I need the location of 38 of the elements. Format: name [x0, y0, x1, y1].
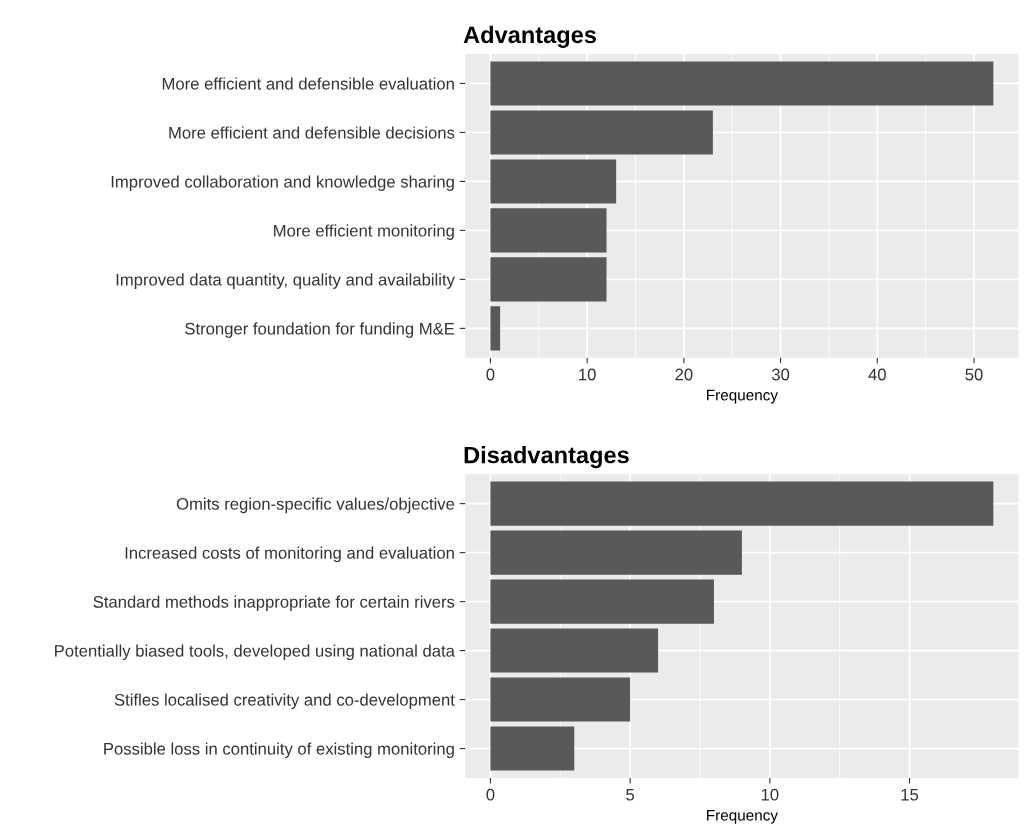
- chart-title: Disadvantages: [464, 446, 629, 469]
- y-tick-label: Improved collaboration and knowledge sharing: [111, 175, 454, 191]
- bar: [490, 726, 575, 771]
- bar: [490, 306, 501, 351]
- x-tick-label: 40: [868, 368, 886, 381]
- y-tick-label: More efficient monitoring: [274, 224, 454, 240]
- x-axis-title: Frequency: [707, 389, 778, 404]
- x-tick-label: 50: [965, 368, 983, 381]
- y-tick-label: Potentially biased tools, developed using national data: [55, 644, 455, 661]
- y-tick-label: Standard methods inappropriate for certain rivers: [93, 595, 455, 612]
- y-tick-label: Omits region-specific values/objective: [176, 497, 455, 514]
- bar: [490, 579, 714, 624]
- x-tick-label: 10: [579, 368, 596, 381]
- x-tick-label: 30: [771, 368, 790, 381]
- bar: [490, 677, 631, 722]
- x-tick-label: 15: [901, 788, 919, 801]
- bar: [490, 110, 713, 155]
- y-tick-label: Stifles localised creativity and co-development: [114, 693, 455, 710]
- bar: [490, 530, 742, 575]
- x-tick-label: 0: [486, 368, 495, 381]
- y-tick-label: Improved data quantity, quality and availability: [116, 273, 455, 289]
- x-axis-title: Frequency: [707, 809, 778, 824]
- x-tick-label: 10: [761, 788, 779, 801]
- bar: [490, 481, 994, 526]
- x-tick-label: 5: [626, 788, 635, 801]
- bar: [490, 61, 994, 106]
- y-tick-label: Increased costs of monitoring and evaluation: [125, 546, 454, 563]
- x-tick-label: 0: [486, 788, 495, 801]
- bar: [490, 159, 617, 204]
- y-tick-label: More efficient and defensible evaluation: [162, 77, 454, 90]
- y-tick-label: More efficient and defensible decisions: [169, 126, 455, 139]
- y-tick-label: Stronger foundation for funding M&E: [185, 322, 455, 338]
- bar: [490, 257, 607, 302]
- chart-title: Advantages: [463, 25, 596, 48]
- y-tick-label: Possible loss in continuity of existing monitoring: [104, 742, 454, 759]
- bar: [490, 628, 659, 673]
- x-tick-label: 20: [675, 368, 693, 381]
- bar: [490, 208, 607, 253]
